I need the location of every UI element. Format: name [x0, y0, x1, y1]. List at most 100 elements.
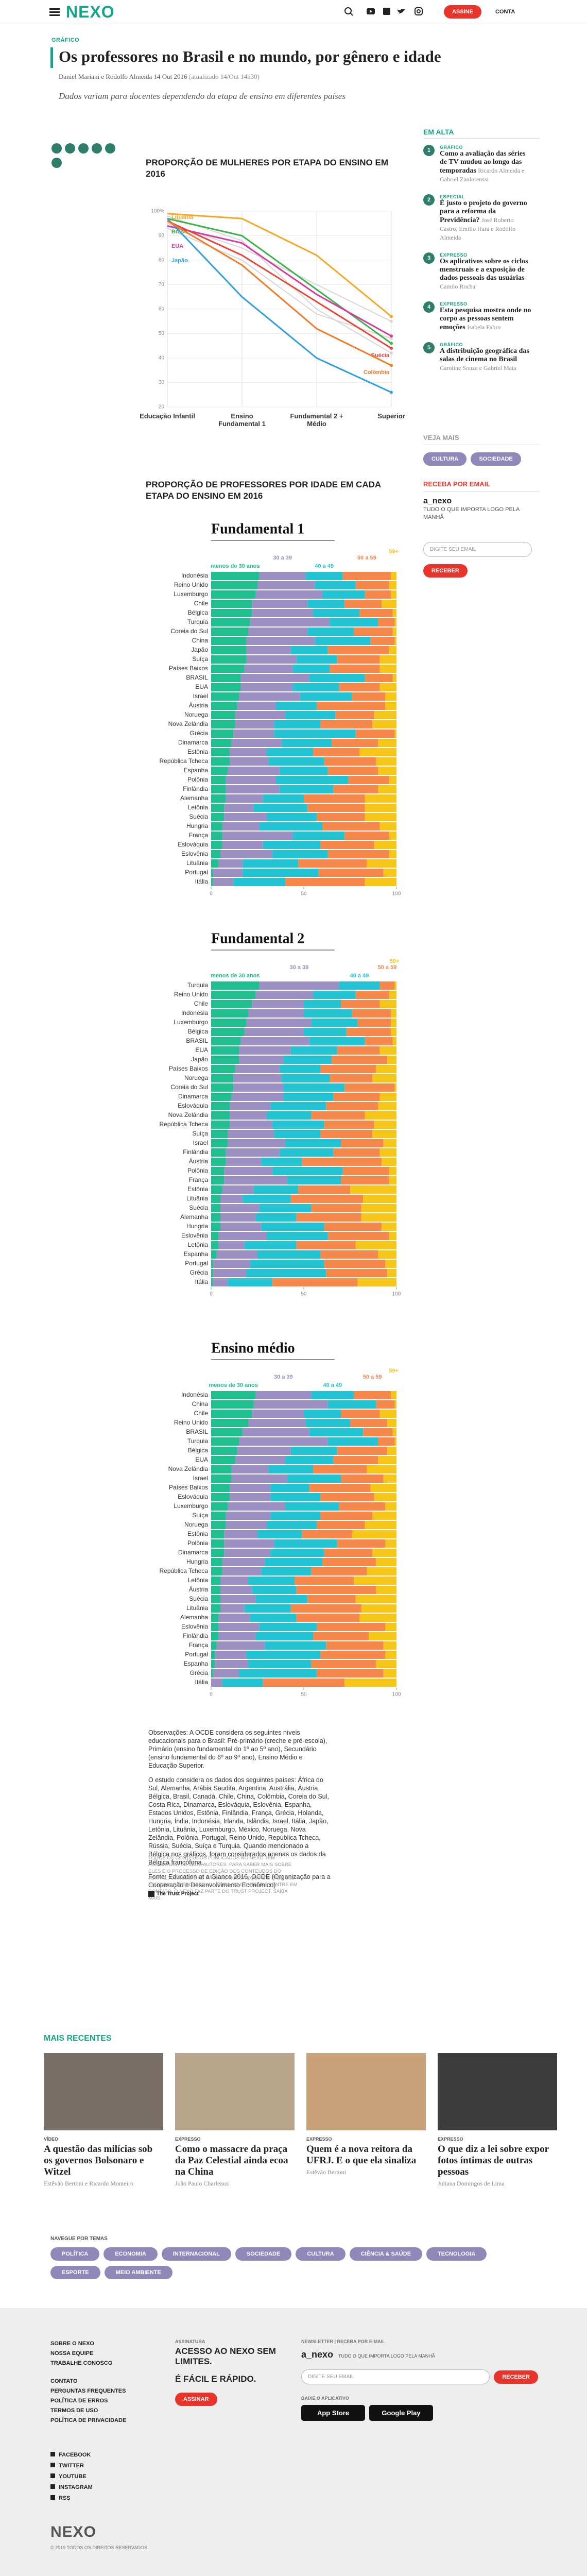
bar-segment [372, 1074, 396, 1082]
nl-button[interactable]: RECEBER [494, 2370, 538, 2384]
recent-card[interactable]: EXPRESSO Quem é a nova reitora da UFRJ. E… [306, 2053, 426, 2176]
subscribe-button[interactable]: ASSINE [444, 5, 481, 19]
bar-segment [224, 1539, 274, 1548]
footer-link[interactable]: SOBRE O NEXO [50, 2341, 94, 2347]
category-label: Suécia [189, 1595, 208, 1602]
legend-label: 50 a 59 [357, 555, 376, 561]
bar-segment [218, 1232, 267, 1240]
bar-segment [280, 767, 328, 775]
bar-segment [385, 1260, 396, 1268]
bar-segment [213, 878, 234, 886]
bar-segment [216, 1250, 257, 1259]
social-name: YOUTUBE [59, 2473, 87, 2480]
x-tick-label: Ensino Fundamental 1 [218, 412, 266, 428]
bar-segment [376, 1660, 396, 1668]
theme-pill[interactable]: MEIO AMBIENTE [104, 2266, 172, 2279]
recent-card[interactable]: VÍDEO A questão das milícias sob os gover… [44, 2053, 163, 2188]
theme-pill[interactable]: CIÊNCIA & SAÚDE [349, 2247, 423, 2261]
legend-label: menos de 30 anos [211, 973, 260, 979]
bar-segment [243, 859, 299, 868]
bar-segment [222, 832, 293, 840]
footer-link[interactable]: POLÍTICA DE ERROS [50, 2398, 108, 2404]
category-label: Bélgica [188, 609, 209, 616]
category-label: Eslováquia [178, 1493, 208, 1500]
footer-link[interactable]: TERMOS DE USO [50, 2408, 98, 2414]
bar-segment [276, 702, 317, 710]
category-label: Israel [193, 1475, 208, 1482]
bar-segment [215, 1660, 248, 1668]
bar-segment [309, 1037, 365, 1045]
theme-pill[interactable]: SOCIEDADE [235, 2247, 292, 2261]
x-tick-label: Superior [377, 412, 405, 420]
category-label: Eslováquia [178, 1102, 208, 1109]
theme-pill[interactable]: INTERNACIONAL [161, 2247, 231, 2261]
theme-pill[interactable]: ESPORTE [50, 2266, 100, 2279]
category-label: Suécia [189, 813, 208, 820]
nl-field[interactable]: DIGITE SEU EMAIL [301, 2369, 490, 2384]
bar-segment [211, 822, 222, 831]
category-label: Reino Unido [174, 991, 208, 998]
trending-kicker: EXPRESSO [440, 301, 468, 307]
social-link[interactable]: RSS [50, 2493, 93, 2504]
trending-item[interactable]: 1 GRÁFICO Como a avaliação das séries de T… [423, 145, 540, 184]
footer-link[interactable]: POLÍTICA DE PRIVACIDADE [50, 2417, 127, 2424]
bar-segment [285, 878, 365, 886]
menu-icon[interactable] [49, 8, 61, 16]
sub-button[interactable]: ASSINAR [175, 2393, 217, 2406]
trending-body: Os aplicativos sobre os ciclos menstruai… [440, 258, 532, 291]
footer-logo[interactable]: NEXO [50, 2523, 97, 2540]
trending-item[interactable]: 4 EXPRESSO Esta pesquisa mostra onde no co… [423, 301, 540, 332]
store-badge[interactable]: App Store [301, 2405, 365, 2421]
footer-newsletter: NEWSLETTER | RECEBA POR E-MAIL a_nexo TUDO… [301, 2339, 538, 2421]
bar-segment [324, 1121, 374, 1129]
bar-segment [383, 1139, 396, 1147]
trending-item[interactable]: 3 EXPRESSO Os aplicativos sobre os ciclos … [423, 252, 540, 291]
bar-segment [216, 1641, 265, 1650]
tag-pill[interactable]: SOCIEDADE [471, 452, 521, 466]
social-link[interactable]: FACEBOOK [50, 2450, 93, 2461]
category-label: Polônia [187, 1167, 208, 1174]
trust-logo[interactable]: The Trust Project [148, 1891, 199, 1897]
theme-pill[interactable]: ECONOMIA [103, 2247, 158, 2261]
trending-item[interactable]: 5 GRÁFICO A distribuição geográfica das sa… [423, 342, 540, 372]
bar-segment [304, 794, 365, 803]
footer-link[interactable]: NOSSA EQUIPE [50, 2350, 94, 2357]
x-tick-label: 100 [392, 1692, 401, 1698]
footer-link[interactable]: TRABALHE CONOSCO [50, 2360, 113, 2366]
bar-segment [218, 859, 243, 868]
theme-pill[interactable]: POLÍTICA [50, 2247, 100, 2261]
bar-segment [333, 1148, 380, 1157]
bar-segment [255, 590, 322, 599]
store-badge[interactable]: Google Play [369, 2405, 433, 2421]
bar-segment [283, 1056, 332, 1064]
bar-segment [394, 1437, 396, 1446]
recent-card[interactable]: EXPRESSO Como o massacre da praça da Paz … [175, 2053, 295, 2188]
tag-pill[interactable]: CULTURA [423, 452, 467, 466]
sub-label: ASSINATURA [175, 2339, 205, 2344]
stores: App Store Google Play [301, 2405, 538, 2421]
bar-segment [211, 1447, 237, 1455]
bar-segment [378, 1102, 396, 1110]
trending-item[interactable]: 2 ESPECIAL É justo o projeto do governo pa… [423, 194, 540, 242]
email-field[interactable]: DIGITE SEU EMAIL [423, 542, 532, 557]
theme-pill[interactable]: CULTURA [296, 2247, 346, 2261]
bar-segment [292, 832, 345, 840]
bar-segment [222, 822, 260, 831]
bar-segment [211, 1019, 247, 1027]
social-link[interactable]: YOUTUBE [50, 2471, 93, 2482]
category-label: Letônia [188, 804, 209, 811]
category-label: Coreia do Sul [170, 1083, 208, 1091]
bar-segment [333, 785, 378, 793]
social-link[interactable]: INSTAGRAM [50, 2482, 93, 2493]
account-link[interactable]: CONTA [495, 9, 515, 15]
logo[interactable]: NEXO [66, 3, 115, 21]
receive-button[interactable]: RECEBER [423, 564, 468, 578]
footer-link[interactable]: CONTATO [50, 2378, 78, 2384]
footer-link[interactable]: PERGUNTAS FREQUENTES [50, 2388, 126, 2394]
social-link[interactable]: TWITTER [50, 2461, 93, 2471]
bar-segment [311, 1204, 361, 1212]
theme-pill[interactable]: TECNOLOGIA [426, 2247, 487, 2261]
share-icons[interactable] [50, 142, 117, 169]
recent-card[interactable]: EXPRESSO O que diz a lei sobre expor foto… [438, 2053, 557, 2188]
y-tick-label: 30 [159, 380, 165, 385]
